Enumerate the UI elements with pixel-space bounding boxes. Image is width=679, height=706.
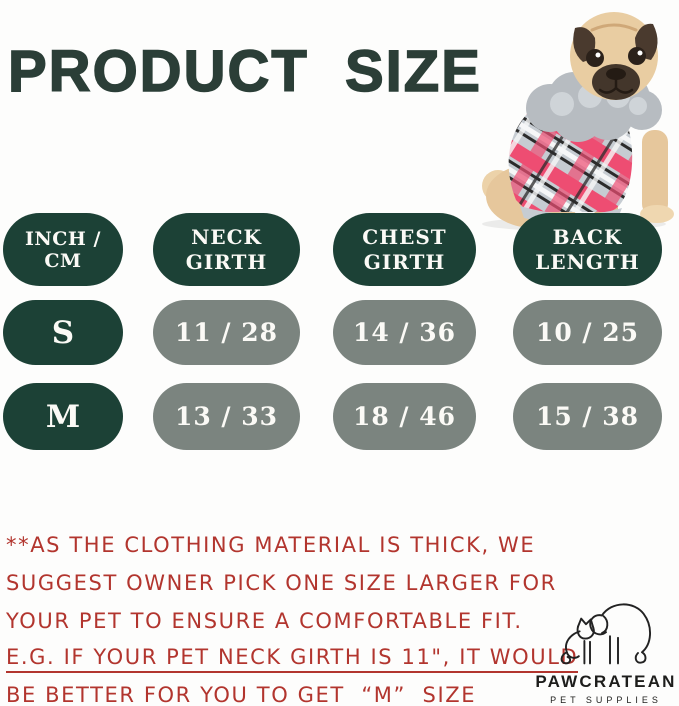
table-row-m-chest-girth: 18 / 46 [333, 383, 476, 450]
table-row-s-neck-girth: 11 / 28 [153, 300, 300, 365]
note-text: **AS THE CLOTHING MATERIAL IS THICK, WE [6, 533, 536, 557]
cell-value: 15 / 38 [535, 402, 640, 431]
note-text-underlined: BE BETTER FOR YOU TO GET “M” SIZE [6, 683, 476, 706]
note-text: YOUR PET TO ENSURE A COMFORTABLE FIT. [6, 609, 523, 633]
header-unit-label: INCH / CM [25, 227, 101, 272]
note-line-2: SUGGEST OWNER PICK ONE SIZE LARGER FOR [6, 564, 578, 602]
table-header-neck-girth: NECK GIRTH [153, 213, 300, 286]
note-line-5: BE BETTER FOR YOU TO GET “M” SIZE [6, 678, 578, 706]
note-text: SUGGEST OWNER PICK ONE SIZE LARGER FOR [6, 571, 557, 595]
table-row-s-chest-girth: 14 / 36 [333, 300, 476, 365]
header-line: LENGTH [535, 249, 640, 274]
cell-value: 10 / 25 [535, 318, 640, 347]
table-header-back-length: BACK LENGTH [513, 213, 662, 286]
brand-tagline: PET SUPPLIES [550, 695, 662, 705]
cell-value: 14 / 36 [352, 318, 457, 347]
cell-value: 18 / 46 [352, 402, 457, 431]
table-header-chest-girth: CHEST GIRTH [333, 213, 476, 286]
size-label: S [51, 314, 75, 351]
sizing-note: **AS THE CLOTHING MATERIAL IS THICK, WE … [6, 526, 579, 706]
note-line-4: E.G. IF YOUR PET NECK GIRTH IS 11", IT W… [6, 640, 579, 678]
cell-value: 13 / 33 [174, 402, 279, 431]
dog-and-cat-line-art-icon [560, 603, 651, 665]
table-row-m-neck-girth: 13 / 33 [153, 383, 300, 450]
cell-value: 11 / 28 [174, 318, 279, 347]
brand-name: PAWCRATEAN [535, 672, 677, 691]
product-photo-pug-in-plaid-sweater [482, 12, 674, 231]
note-text-underlined: E.G. IF YOUR PET NECK GIRTH IS 11", IT W… [6, 645, 579, 673]
page-title: PRODUCT SIZE [7, 38, 482, 105]
table-row-s-back-length: 10 / 25 [513, 300, 662, 365]
brand-logo: PAWCRATEAN PET SUPPLIES [533, 596, 679, 705]
note-line-3: YOUR PET TO ENSURE A COMFORTABLE FIT. [6, 602, 578, 640]
header-line: BACK [552, 225, 623, 250]
header-line: CHEST [362, 225, 447, 250]
table-row-m-back-length: 15 / 38 [513, 383, 662, 450]
table-row-m-size: M [3, 383, 123, 450]
table-row-s-size: S [3, 300, 123, 365]
size-label: M [45, 398, 81, 435]
note-line-1: **AS THE CLOTHING MATERIAL IS THICK, WE [6, 526, 578, 564]
header-line: NECK [191, 225, 262, 250]
table-header-unit: INCH / CM [3, 213, 123, 286]
header-line: GIRTH [363, 249, 446, 274]
header-line: GIRTH [185, 249, 268, 274]
